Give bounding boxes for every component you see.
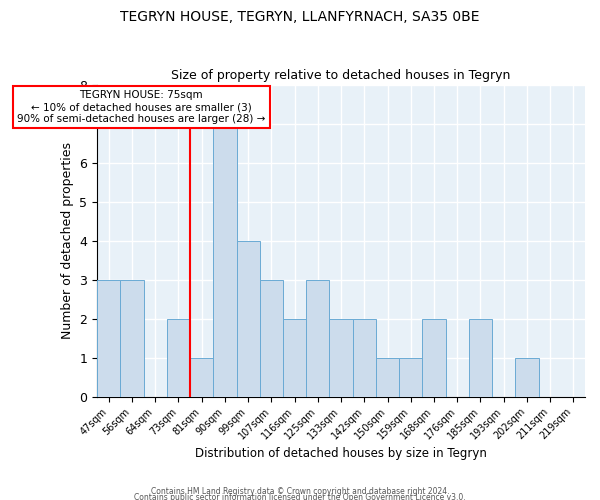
Bar bbox=[353, 318, 376, 397]
Bar bbox=[236, 240, 260, 397]
Bar bbox=[283, 318, 306, 397]
Bar bbox=[97, 280, 121, 397]
Bar bbox=[213, 124, 236, 397]
Text: TEGRYN HOUSE, TEGRYN, LLANFYRNACH, SA35 0BE: TEGRYN HOUSE, TEGRYN, LLANFYRNACH, SA35 … bbox=[120, 10, 480, 24]
Bar bbox=[399, 358, 422, 397]
Bar bbox=[121, 280, 143, 397]
Text: Contains HM Land Registry data © Crown copyright and database right 2024.: Contains HM Land Registry data © Crown c… bbox=[151, 487, 449, 496]
Bar bbox=[260, 280, 283, 397]
X-axis label: Distribution of detached houses by size in Tegryn: Distribution of detached houses by size … bbox=[195, 447, 487, 460]
Text: TEGRYN HOUSE: 75sqm
← 10% of detached houses are smaller (3)
90% of semi-detache: TEGRYN HOUSE: 75sqm ← 10% of detached ho… bbox=[17, 90, 265, 124]
Bar bbox=[190, 358, 213, 397]
Bar bbox=[422, 318, 446, 397]
Bar bbox=[306, 280, 329, 397]
Bar bbox=[167, 318, 190, 397]
Bar bbox=[376, 358, 399, 397]
Bar bbox=[469, 318, 492, 397]
Bar bbox=[329, 318, 353, 397]
Title: Size of property relative to detached houses in Tegryn: Size of property relative to detached ho… bbox=[172, 69, 511, 82]
Text: Contains public sector information licensed under the Open Government Licence v3: Contains public sector information licen… bbox=[134, 492, 466, 500]
Bar bbox=[515, 358, 539, 397]
Y-axis label: Number of detached properties: Number of detached properties bbox=[61, 142, 74, 339]
